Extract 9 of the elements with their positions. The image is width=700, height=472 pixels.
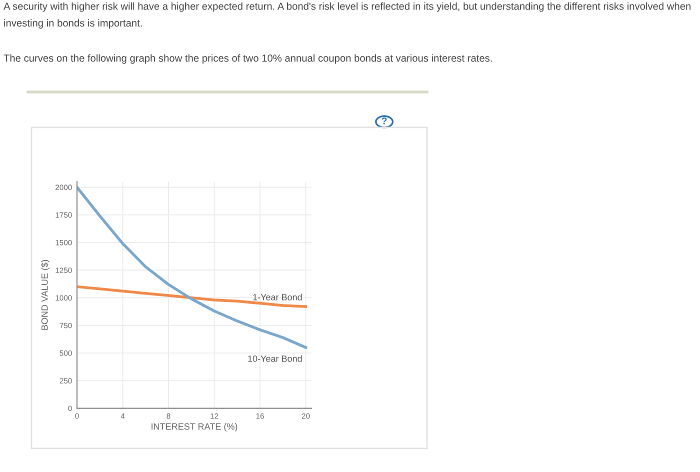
line-series	[77, 186, 308, 349]
x-axis-title: INTEREST RATE (%)	[152, 423, 238, 432]
line-series	[77, 285, 308, 308]
chart-subtitle: The curves on the following graph show the prices of two 10% annual coupon bonds at various interest rates.	[4, 54, 492, 64]
text: A security with higher risk will have a higher expected return. A bond's risk level is reflected in its yield, but understanding the different risks involved when investing in bonds is important.	[4, 2, 690, 29]
text: ?	[382, 118, 387, 124]
series-label: 1-Year Bond	[253, 294, 302, 300]
series-label: 10-Year Bond	[248, 355, 302, 362]
y-axis-title: BOND VALUE ($)	[41, 260, 50, 330]
